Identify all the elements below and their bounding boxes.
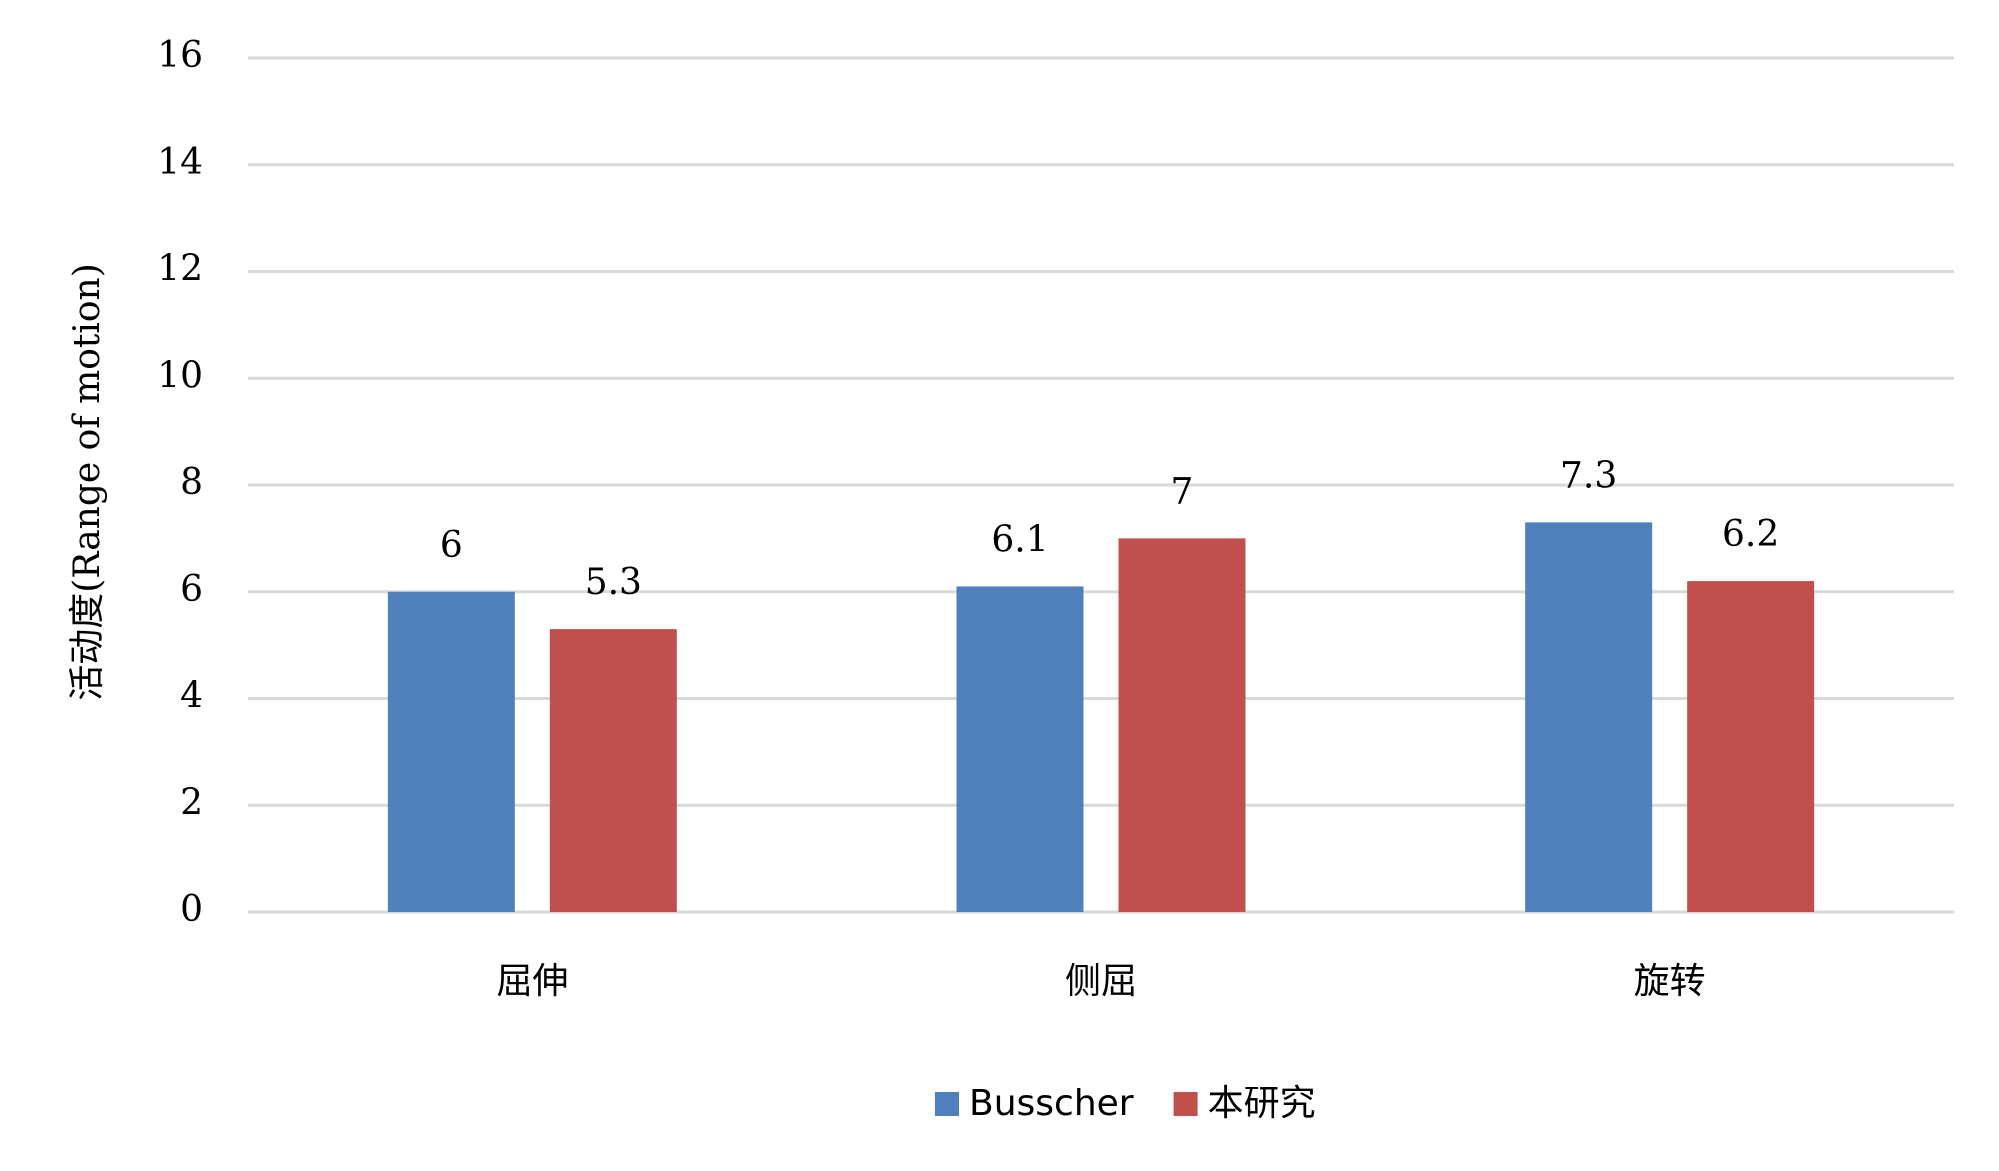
y-tick-label: 2 — [180, 782, 203, 823]
y-tick-label: 10 — [157, 355, 203, 396]
bar — [1118, 538, 1246, 912]
y-tick-label: 16 — [157, 35, 203, 76]
data-label: 6.1 — [991, 519, 1048, 560]
legend-label: Busscher — [969, 1083, 1134, 1124]
y-tick-label: 6 — [180, 569, 203, 610]
y-tick-label: 14 — [157, 142, 203, 183]
data-label: 6.2 — [1722, 514, 1779, 555]
bar — [549, 629, 677, 912]
x-tick-label: 旋转 — [1634, 961, 1706, 1002]
y-axis-title: 活动度(Range of motion) — [67, 263, 108, 701]
y-tick-label: 12 — [157, 249, 203, 290]
legend-swatch — [935, 1092, 959, 1116]
data-label: 6 — [440, 525, 463, 566]
y-tick-label: 0 — [180, 889, 203, 930]
bar — [387, 591, 515, 912]
bar — [956, 586, 1084, 912]
bar — [1687, 581, 1815, 912]
y-tick-label: 4 — [180, 676, 203, 717]
data-label: 7.3 — [1560, 455, 1617, 496]
legend-label: 本研究 — [1208, 1083, 1316, 1124]
x-tick-label: 屈伸 — [496, 961, 568, 1002]
legend-swatch — [1173, 1092, 1198, 1116]
data-label: 7 — [1171, 471, 1194, 512]
y-tick-label: 8 — [180, 462, 203, 503]
data-label: 5.3 — [585, 562, 642, 603]
bar — [1525, 522, 1653, 912]
x-tick-label: 侧屈 — [1065, 961, 1137, 1002]
